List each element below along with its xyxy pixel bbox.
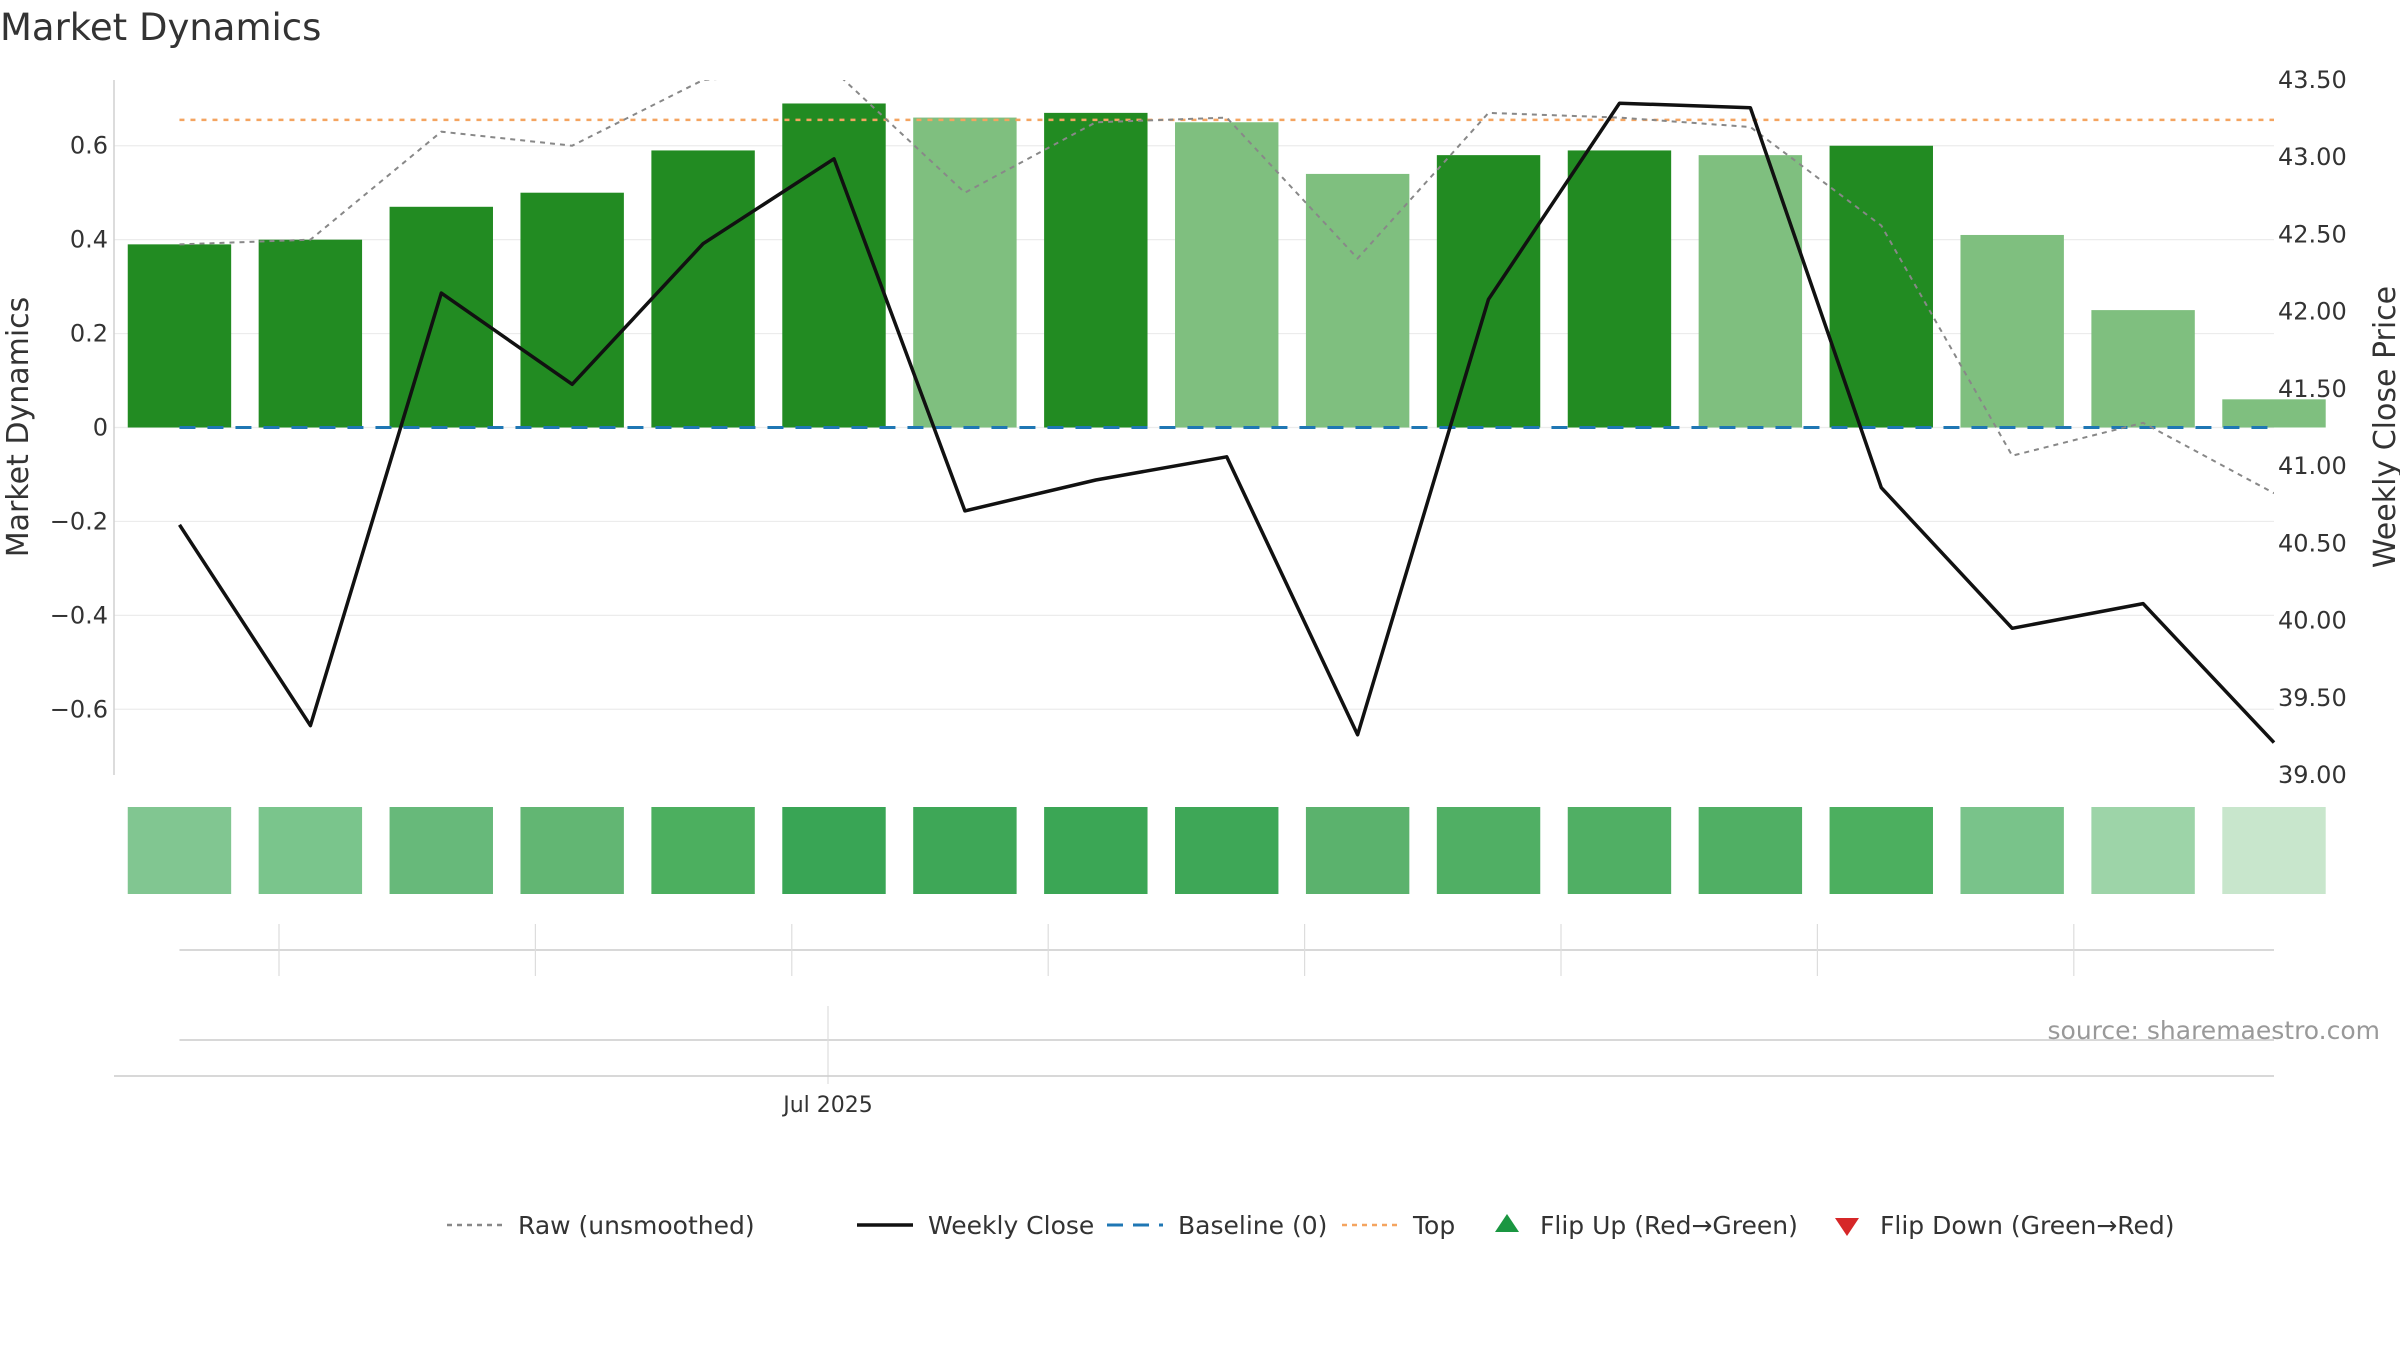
heat-cell-week-2 <box>258 807 363 894</box>
legend-swatch <box>1495 1214 1519 1232</box>
y-axis-ticks: −0.6 −0.4 −0.2 0 0.2 0.4 0.6 <box>50 132 108 724</box>
reference-lines <box>179 118 2274 429</box>
heat-cell-week-3 <box>389 807 493 894</box>
y-tick-label: 0.2 <box>70 320 108 348</box>
bar-week-6 <box>782 103 886 428</box>
y-tick-label: 0.4 <box>70 226 108 254</box>
heat-cell-week-4 <box>520 807 624 894</box>
heat-cell-week-8 <box>1044 807 1148 894</box>
y2-tick-label: 41.50 <box>2278 375 2347 403</box>
heat-cell-week-16 <box>2091 807 2195 894</box>
heat-cell-week-11 <box>1436 807 1541 894</box>
bar-week-8 <box>1044 112 1148 428</box>
bar-week-5 <box>651 150 755 428</box>
bar-week-10 <box>1305 173 1410 428</box>
heat-strip <box>127 807 2326 894</box>
bar-week-4 <box>520 192 624 428</box>
bar-week-2 <box>258 239 363 428</box>
bar-week-1 <box>127 244 232 428</box>
y2-tick-label: 43.50 <box>2278 66 2347 94</box>
y-tick-label: −0.2 <box>50 507 108 535</box>
legend-label: Baseline (0) <box>1178 1211 1327 1240</box>
legend-item-4: Top <box>1342 1211 1455 1240</box>
y-tick-label: 0.6 <box>70 132 108 160</box>
chart-title: Market Dynamics <box>0 6 321 49</box>
y2-axis-ticks: 39.00 39.50 40.00 40.50 41.00 41.50 42.00 42.50… <box>2278 66 2347 789</box>
date-axis-bands <box>114 924 2274 1084</box>
heat-cell-week-7 <box>913 807 1017 894</box>
y2-tick-label: 42.50 <box>2278 220 2347 248</box>
bar-week-15 <box>1960 234 2064 428</box>
bar-week-11 <box>1436 155 1541 428</box>
legend-swatch <box>1835 1218 1859 1236</box>
heat-cell-week-14 <box>1829 807 1933 894</box>
y2-tick-label: 40.50 <box>2278 529 2347 557</box>
heat-cell-week-15 <box>1960 807 2064 894</box>
weekly-close-line <box>178 101 2276 744</box>
heat-cell-week-17 <box>2222 807 2326 894</box>
bar-week-13 <box>1698 155 1803 428</box>
legend-item-2: Weekly Close <box>857 1211 1094 1240</box>
y-tick-label: −0.4 <box>50 601 108 629</box>
heat-cell-week-13 <box>1698 807 1803 894</box>
y-tick-label: −0.6 <box>50 695 108 723</box>
bar-series <box>127 103 2326 428</box>
bar-week-9 <box>1175 122 1279 428</box>
y2-tick-label: 42.00 <box>2278 298 2347 326</box>
legend-label: Top <box>1412 1211 1455 1240</box>
bar-week-7 <box>913 117 1017 428</box>
y2-tick-label: 43.00 <box>2278 143 2347 171</box>
heat-cell-week-5 <box>651 807 755 894</box>
y2-tick-label: 39.50 <box>2278 684 2347 712</box>
heat-cell-week-10 <box>1305 807 1410 894</box>
legend-label: Raw (unsmoothed) <box>518 1211 755 1240</box>
legend-label: Weekly Close <box>928 1211 1094 1240</box>
legend-item-6: Flip Down (Green→Red) <box>1835 1211 2175 1240</box>
heat-cell-week-6 <box>782 807 886 894</box>
y2-tick-label: 40.00 <box>2278 607 2347 635</box>
raw-unsmoothed-line <box>179 80 2274 495</box>
bar-week-12 <box>1567 150 1672 428</box>
x-date-label: Jul 2025 <box>781 1093 873 1118</box>
legend-label: Flip Up (Red→Green) <box>1540 1211 1798 1240</box>
heat-cell-week-1 <box>127 807 232 894</box>
legend-item-3: Baseline (0) <box>1107 1211 1327 1240</box>
heat-cell-week-9 <box>1175 807 1279 894</box>
y-tick-label: 0 <box>93 414 108 442</box>
heat-cell-week-12 <box>1567 807 1672 894</box>
y2-axis-label: Weekly Close Price <box>2368 286 2400 568</box>
legend-item-1: Raw (unsmoothed) <box>447 1211 755 1240</box>
legend: Raw (unsmoothed) Weekly Close Baseline (0)… <box>447 1211 2175 1240</box>
bar-week-16 <box>2091 310 2195 428</box>
legend-item-5: Flip Up (Red→Green) <box>1495 1211 1798 1240</box>
y2-tick-label: 41.00 <box>2278 452 2347 480</box>
y2-tick-label: 39.00 <box>2278 761 2347 789</box>
legend-label: Flip Down (Green→Red) <box>1880 1211 2175 1240</box>
y-axis-label: Market Dynamics <box>1 297 36 558</box>
line-series <box>178 80 2276 744</box>
source-label: source: sharemaestro.com <box>2048 1016 2381 1045</box>
bar-week-17 <box>2222 399 2326 428</box>
